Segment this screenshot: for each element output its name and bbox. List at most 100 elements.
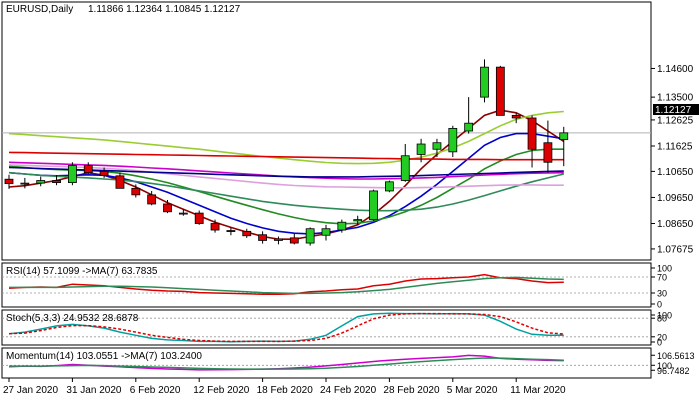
candle-body [305,228,315,244]
candle-body [337,221,347,231]
candle [511,112,521,124]
rsi-tick-label: 100 [657,264,672,274]
x-tick-label: 5 Mar 2020 [447,385,498,396]
candle-body [543,142,553,163]
candle [194,210,204,225]
candle-body [210,223,220,231]
candle [36,176,46,187]
candle [210,219,220,233]
candle [543,120,553,173]
x-tick-label: 6 Feb 2020 [130,385,181,396]
candle-body [559,132,569,141]
candle [68,162,77,186]
candle-body [416,143,426,155]
candle-body [274,238,283,241]
stoch-tick-label: 0 [657,338,662,348]
candle [178,209,188,216]
rsi-series-line-1 [9,276,564,295]
momentum-series-line-1 [9,357,564,370]
moving-average-line-4 [8,171,564,212]
last-price-label: 1.12127 [655,105,692,116]
main-pane-frame [1,1,652,261]
candle [480,59,489,103]
candle-body [448,127,458,153]
rsi-tick-label: 0 [657,300,662,310]
candle-body [369,190,378,221]
candle [163,200,172,214]
candle-body [99,170,109,176]
candle [4,174,14,189]
stoch-pane-frame [1,309,652,346]
candle-body [495,66,505,116]
x-tick-label: 24 Feb 2020 [320,385,377,396]
candle [559,126,569,167]
candle-body [147,194,157,205]
momentum-tick-label: 100 [657,361,672,371]
candle [400,144,410,182]
candle [289,233,299,245]
y-tick-label: 1.09650 [657,193,694,204]
candle-body [511,114,521,119]
candle-body [321,228,331,236]
candle-body [68,164,77,183]
candle-body [83,164,93,174]
candle [464,97,474,134]
candle [337,219,347,233]
candle [305,227,315,246]
candle [432,138,442,158]
stoch-series-line-0 [8,312,564,343]
x-tick-label: 27 Jan 2020 [3,385,58,396]
candle-body [36,180,46,184]
x-tick-label: 12 Feb 2020 [193,385,250,396]
candle-body [20,182,30,185]
x-tick-label: 31 Jan 2020 [66,385,121,396]
candle-body [480,66,489,98]
candle [321,224,331,241]
candle [448,125,458,158]
stoch-tick-label: 20 [657,332,667,342]
candle-body [4,178,14,185]
candle-body [289,237,299,244]
y-tick-label: 1.14600 [657,64,694,75]
y-tick-label: 1.13500 [657,93,694,104]
momentum-tick-label: 106.5613 [657,351,695,361]
candle [495,65,505,116]
candle [52,175,61,186]
candle-body [400,155,410,181]
candle [20,177,30,189]
momentum-label: Momentum(14) 103.0551 ->MA(7) 103.2400 [6,351,202,362]
candle-body [242,230,252,237]
candle [353,215,363,225]
candle [131,184,141,198]
stoch-label: Stoch(5,3,3) 24.9532 28.6878 [6,313,139,324]
rsi-tick-label: 70 [657,273,667,283]
candle-body [432,142,442,150]
candle [242,228,252,238]
candle [369,189,378,221]
momentum-tick-label: 96.7482 [657,366,690,376]
candle-body [353,219,363,222]
candle-body [178,212,188,215]
candle [226,227,236,236]
candle-body [52,180,61,184]
x-tick-label: 28 Feb 2020 [383,385,440,396]
candle [416,138,426,163]
candle-body [464,122,474,132]
candle [258,231,268,244]
y-tick-label: 1.11625 [657,141,693,152]
candle-body [131,187,141,196]
candle-body [384,181,394,192]
last-price-tag [653,104,699,115]
candle [527,115,537,168]
y-tick-label: 1.08650 [657,219,694,230]
rsi-label: RSI(14) 57.1099 ->MA(7) 63.7835 [6,266,158,277]
x-tick-label: 18 Feb 2020 [257,385,314,396]
rsi-tick-label: 30 [657,289,667,299]
candle [115,172,125,189]
candle [274,236,283,245]
rsi-pane-frame [1,262,652,308]
candle-body [194,212,204,224]
stoch-tick-label: 100 [657,311,672,321]
candle-body [226,230,236,232]
